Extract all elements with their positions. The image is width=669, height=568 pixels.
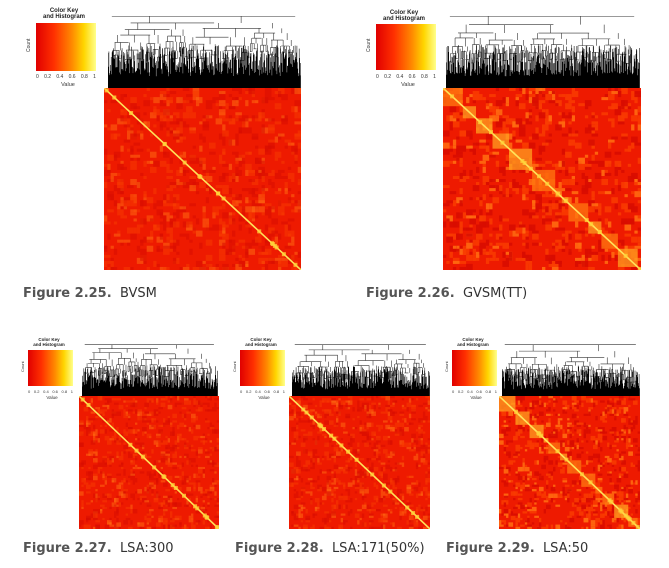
figure-caption: Figure 2.27. LSA:300 — [23, 541, 174, 556]
heatmap — [289, 396, 430, 529]
color-key-title: Color Key — [38, 337, 60, 342]
color-key-ylabel: Count — [366, 38, 372, 52]
tick: 0.4 — [396, 74, 404, 80]
figure-caption: Figure 2.28. LSA:171(50%) — [235, 541, 425, 556]
color-key-subtitle: and Histogram — [33, 341, 65, 347]
color-key-title: Color Key — [250, 337, 272, 342]
tick: 0.6 — [52, 389, 58, 394]
figure-title: BVSM — [119, 286, 157, 301]
color-key-title: Color Key — [49, 8, 79, 14]
tick: 0.8 — [80, 74, 88, 80]
figure-number: Figure 2.29. — [446, 541, 535, 556]
color-key: Color Key and Histogram Count 0 0.2 0.4 … — [366, 8, 440, 88]
color-key-subtitle: and Histogram — [457, 341, 489, 347]
tick: 0.2 — [384, 74, 392, 80]
color-key-bar — [376, 24, 436, 70]
tick: 0.4 — [43, 389, 49, 394]
tick: 0.8 — [273, 389, 280, 394]
color-key-xlabel: Value — [470, 395, 482, 400]
tick: 0 — [240, 389, 243, 394]
color-key-xlabel: Value — [401, 82, 415, 88]
tick: 0.6 — [408, 74, 416, 80]
color-key-ylabel: Count — [232, 361, 237, 372]
tick: 0.2 — [44, 74, 52, 80]
figure-caption: Figure 2.29. LSA:50 — [446, 541, 588, 556]
figure-number: Figure 2.28. — [235, 541, 324, 556]
tick: 1 — [433, 74, 436, 80]
figure-2-29: Color Key and Histogram Count 0 0.2 0.4 … — [440, 330, 669, 568]
tick: 1 — [93, 74, 96, 80]
tick: 0 — [376, 74, 379, 80]
tick: 0.4 — [56, 74, 64, 80]
tick: 1 — [282, 389, 285, 394]
color-key: Color Key and Histogram Count 0 0.2 0.4 … — [232, 337, 288, 400]
color-key-bar — [36, 23, 96, 71]
color-key-title: Color Key — [462, 337, 484, 342]
color-key: Color Key and Histogram Count 0 0.2 0.4 … — [444, 337, 500, 400]
tick: 0.8 — [485, 389, 492, 394]
color-key-ticks: 0 0.2 0.4 0.6 0.8 1 — [28, 389, 73, 394]
heatmap — [499, 396, 640, 529]
figure-2-26: Color Key and Histogram Count 0 0.2 0.4 … — [366, 8, 641, 301]
tick: 0.8 — [420, 74, 428, 80]
figure-title: LSA:300 — [119, 541, 174, 556]
color-key-title: Color Key — [389, 10, 419, 16]
color-key-bar — [240, 350, 285, 386]
dendrogram — [446, 15, 640, 88]
tick: 1 — [70, 389, 73, 394]
figure-title: LSA:50 — [542, 541, 589, 556]
tick: 0.6 — [476, 389, 482, 394]
color-key: Color Key and Histogram Count 0 0.2 0.4 … — [20, 337, 76, 400]
tick: 0.6 — [68, 74, 76, 80]
figure-title: GVSM(TT) — [462, 286, 528, 301]
tick: 0.4 — [255, 389, 261, 394]
color-key-ylabel: Count — [20, 361, 25, 372]
color-key-bar — [28, 350, 73, 386]
heatmap — [79, 396, 219, 529]
color-key-xlabel: Value — [258, 395, 270, 400]
tick: 0.4 — [467, 389, 473, 394]
figure-number: Figure 2.26. — [366, 286, 455, 301]
figure-caption: Figure 2.26. GVSM(TT) — [366, 286, 527, 301]
color-key-subtitle: and Histogram — [245, 341, 277, 347]
dendrogram — [502, 344, 640, 398]
tick: 0.6 — [264, 389, 270, 394]
figure-number: Figure 2.25. — [23, 286, 112, 301]
color-key-xlabel: Value — [61, 82, 75, 88]
color-key-ticks: 0 0.2 0.4 0.6 0.8 1 — [452, 389, 497, 394]
figure-number: Figure 2.27. — [23, 541, 112, 556]
color-key-bar — [452, 350, 497, 386]
dendrogram — [82, 344, 218, 398]
heatmap — [104, 88, 301, 270]
tick: 1 — [494, 389, 497, 394]
figure-title: LSA:171(50%) — [331, 541, 425, 556]
color-key-ticks: 0 0.2 0.4 0.6 0.8 1 — [376, 74, 436, 80]
tick: 0 — [36, 74, 39, 80]
tick: 0 — [28, 389, 31, 394]
figure-2-27: Color Key and Histogram Count 0 0.2 0.4 … — [0, 330, 230, 568]
figure-2-25: Color Key and Histogram Count 0 0.2 0.4 … — [0, 0, 330, 301]
heatmap — [443, 88, 641, 270]
tick: 0.2 — [245, 389, 252, 394]
dendrogram — [292, 344, 430, 398]
color-key-subtitle: and Histogram — [382, 16, 425, 23]
figure-2-28: Color Key and Histogram Count 0 0.2 0.4 … — [228, 330, 440, 568]
color-key-subtitle: and Histogram — [42, 14, 85, 21]
color-key: Color Key and Histogram Count 0 0.2 0.4 … — [26, 8, 100, 88]
dendrogram — [108, 15, 301, 88]
color-key-ticks: 0 0.2 0.4 0.6 0.8 1 — [240, 389, 285, 394]
tick: 0.8 — [61, 389, 68, 394]
color-key-xlabel: Value — [46, 395, 58, 400]
figure-caption: Figure 2.25. BVSM — [23, 286, 157, 301]
color-key-ticks: 0 0.2 0.4 0.6 0.8 1 — [36, 74, 96, 80]
color-key-ylabel: Count — [444, 361, 449, 372]
tick: 0.2 — [457, 389, 464, 394]
tick: 0 — [452, 389, 455, 394]
tick: 0.2 — [33, 389, 40, 394]
